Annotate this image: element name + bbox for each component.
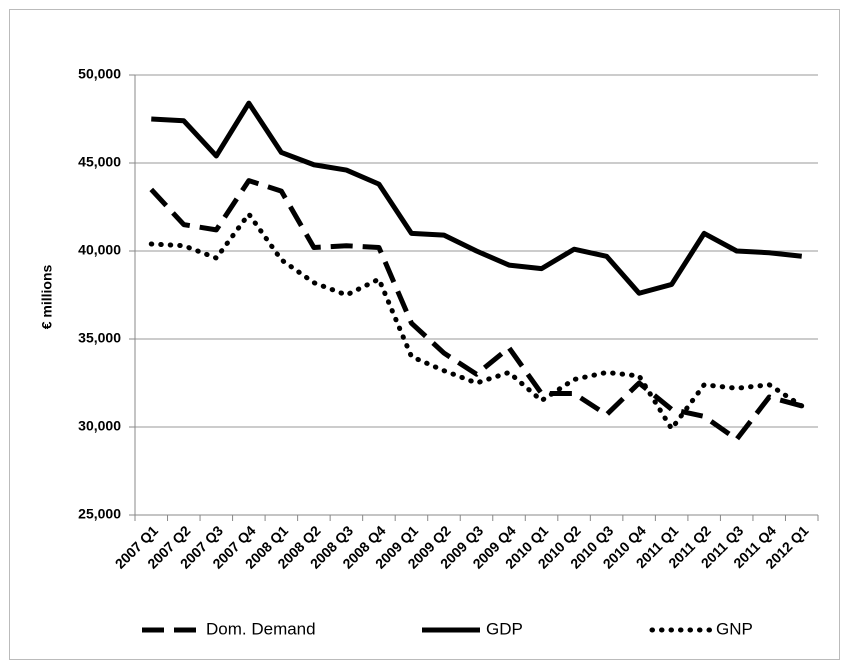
y-tick-label: 30,000	[78, 418, 121, 434]
legend-label: Dom. Demand	[206, 619, 316, 638]
y-axis-label: € millions	[39, 265, 55, 330]
y-tick-label: 35,000	[78, 330, 121, 346]
series-line	[148, 211, 805, 432]
y-tick-label: 45,000	[78, 154, 121, 170]
series-line	[151, 100, 803, 296]
legend-label: GDP	[486, 619, 523, 638]
y-tick-label: 40,000	[78, 242, 121, 258]
y-tick-label: 50,000	[78, 66, 121, 82]
series-line	[149, 178, 803, 442]
y-tick-label: 25,000	[78, 506, 121, 522]
legend-label: GNP	[716, 619, 753, 638]
